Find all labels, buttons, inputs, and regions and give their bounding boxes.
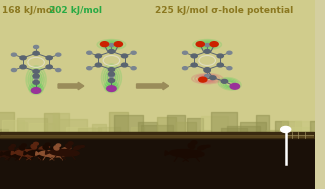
Ellipse shape <box>188 143 195 149</box>
Ellipse shape <box>57 147 61 148</box>
Polygon shape <box>1 152 5 156</box>
Circle shape <box>183 51 188 54</box>
Ellipse shape <box>49 149 79 156</box>
Circle shape <box>131 67 136 70</box>
Circle shape <box>56 69 61 72</box>
Circle shape <box>87 51 92 54</box>
Ellipse shape <box>28 150 56 157</box>
Ellipse shape <box>51 147 58 151</box>
Ellipse shape <box>27 148 33 151</box>
Text: 202 kJ/mol: 202 kJ/mol <box>49 6 102 15</box>
Circle shape <box>204 68 210 71</box>
Circle shape <box>56 53 61 56</box>
Circle shape <box>281 126 291 132</box>
Circle shape <box>46 65 52 69</box>
Polygon shape <box>11 151 15 155</box>
Circle shape <box>33 142 38 145</box>
Circle shape <box>196 42 204 47</box>
Ellipse shape <box>0 151 21 157</box>
Circle shape <box>108 68 115 71</box>
Circle shape <box>33 70 39 73</box>
Circle shape <box>32 88 41 93</box>
Circle shape <box>22 144 26 147</box>
Circle shape <box>230 84 240 89</box>
Circle shape <box>204 50 210 53</box>
Circle shape <box>217 63 223 67</box>
Polygon shape <box>165 151 170 155</box>
Ellipse shape <box>46 146 49 148</box>
Ellipse shape <box>21 148 25 149</box>
Circle shape <box>131 51 136 54</box>
Ellipse shape <box>66 144 71 148</box>
Circle shape <box>227 67 232 70</box>
FancyArrow shape <box>58 82 84 90</box>
Ellipse shape <box>39 151 66 157</box>
Ellipse shape <box>205 145 210 147</box>
Circle shape <box>11 53 17 56</box>
Ellipse shape <box>198 146 206 150</box>
Circle shape <box>11 145 15 147</box>
Circle shape <box>108 50 115 53</box>
FancyArrow shape <box>136 82 169 90</box>
Circle shape <box>227 51 232 54</box>
Text: 168 kJ/mol: 168 kJ/mol <box>2 6 55 15</box>
Ellipse shape <box>80 146 84 147</box>
Circle shape <box>109 74 114 77</box>
Circle shape <box>100 42 109 47</box>
Polygon shape <box>24 151 28 155</box>
Polygon shape <box>46 150 49 154</box>
Ellipse shape <box>5 151 32 157</box>
Circle shape <box>95 54 101 58</box>
Ellipse shape <box>33 147 37 149</box>
Ellipse shape <box>74 146 81 150</box>
Circle shape <box>68 142 73 145</box>
Circle shape <box>204 69 210 72</box>
Circle shape <box>114 42 123 47</box>
Circle shape <box>191 141 197 144</box>
Polygon shape <box>36 152 39 155</box>
Circle shape <box>109 43 114 46</box>
Ellipse shape <box>61 148 68 151</box>
Text: 225 kJ/mol σ-hole potential: 225 kJ/mol σ-hole potential <box>155 6 294 15</box>
Circle shape <box>46 56 52 60</box>
Circle shape <box>107 86 116 91</box>
Circle shape <box>183 67 188 70</box>
Circle shape <box>46 143 50 146</box>
Circle shape <box>191 54 197 58</box>
Circle shape <box>121 63 128 67</box>
Circle shape <box>33 81 39 84</box>
Circle shape <box>20 65 26 69</box>
Ellipse shape <box>67 147 71 149</box>
Ellipse shape <box>20 146 25 150</box>
Circle shape <box>199 77 207 82</box>
Circle shape <box>221 79 228 83</box>
Circle shape <box>33 51 39 55</box>
Circle shape <box>33 76 39 79</box>
Circle shape <box>33 74 39 78</box>
Ellipse shape <box>31 144 37 149</box>
Circle shape <box>121 54 128 58</box>
Ellipse shape <box>43 145 48 149</box>
Circle shape <box>20 56 26 60</box>
Circle shape <box>205 74 210 77</box>
Circle shape <box>205 43 210 46</box>
Circle shape <box>56 144 60 147</box>
Ellipse shape <box>9 146 14 150</box>
Circle shape <box>87 67 92 70</box>
Circle shape <box>191 63 197 67</box>
Circle shape <box>108 72 115 76</box>
Circle shape <box>210 76 216 80</box>
Ellipse shape <box>54 146 59 150</box>
Circle shape <box>11 69 17 72</box>
Ellipse shape <box>15 150 45 156</box>
Ellipse shape <box>16 148 22 151</box>
Circle shape <box>108 79 115 82</box>
Circle shape <box>33 45 39 48</box>
Ellipse shape <box>39 146 46 150</box>
Circle shape <box>95 63 101 67</box>
Circle shape <box>217 54 223 58</box>
Ellipse shape <box>170 150 204 157</box>
Circle shape <box>210 42 218 47</box>
